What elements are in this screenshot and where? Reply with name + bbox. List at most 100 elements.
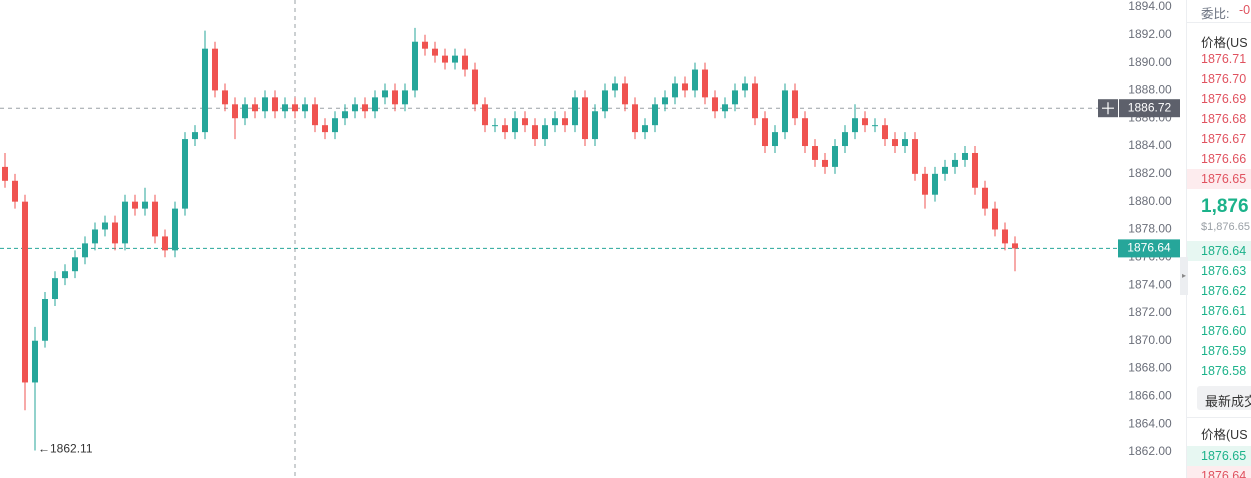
ratio-value: -0 <box>1239 3 1251 17</box>
candle-body <box>612 83 618 91</box>
price-row: 1876.67 <box>1201 132 1247 146</box>
candle-body <box>982 187 988 209</box>
price-row: 1876.59 <box>1201 344 1247 358</box>
mid-usd: $1,876.65 <box>1201 221 1250 233</box>
candle-body <box>492 125 498 127</box>
candle-body <box>852 118 858 133</box>
price-row: 1876.61 <box>1201 304 1247 318</box>
candle-body <box>782 90 788 133</box>
y-tick-label: 1894.00 <box>1128 0 1172 13</box>
candle-body <box>922 173 928 195</box>
price-row: 1876.69 <box>1201 92 1247 106</box>
candle-body <box>1012 243 1018 249</box>
candle-body <box>892 139 898 147</box>
price-row: 1876.63 <box>1201 264 1247 278</box>
y-tick-label: 1862.00 <box>1128 444 1172 458</box>
candle-body <box>332 118 338 133</box>
candle-body <box>482 104 488 126</box>
y-tick-label: 1890.00 <box>1128 55 1172 69</box>
candle-body <box>232 104 238 119</box>
candle-body <box>242 104 248 119</box>
candle-body <box>502 125 508 133</box>
candle-body <box>42 299 48 341</box>
divider <box>1187 417 1251 418</box>
chart: 1862.00 1864.00 1866.00 1868.00 1870.00 1872.… <box>0 0 1180 478</box>
candle-body <box>452 55 458 63</box>
low-label: 1862.11 <box>50 442 93 456</box>
candle-body <box>842 132 848 147</box>
y-tick-label: 1892.00 <box>1128 27 1172 41</box>
candle-body <box>752 83 758 119</box>
candle-body <box>552 118 558 126</box>
crosshair-label: 1886.72 <box>1128 100 1172 114</box>
candle-body <box>802 118 808 147</box>
candle-body <box>702 69 708 98</box>
candle-body <box>722 104 728 112</box>
candle-body <box>342 111 348 119</box>
candle-body <box>642 125 648 133</box>
candle-body <box>1002 229 1008 244</box>
candle-body <box>472 69 478 105</box>
candle-body <box>912 139 918 174</box>
y-tick-label: 1880.00 <box>1128 194 1172 208</box>
candle-body <box>322 125 328 133</box>
candle-body <box>152 201 158 237</box>
trades-header: 价格(US <box>1201 428 1248 442</box>
candle-body <box>602 90 608 112</box>
low-arrow: ← <box>38 442 50 456</box>
price-row: 1876.68 <box>1201 112 1247 126</box>
candle-body <box>132 201 138 209</box>
candle-body <box>52 278 58 300</box>
crosshair-label-box <box>1119 99 1180 118</box>
y-tick-label: 1866.00 <box>1128 389 1172 403</box>
y-tick-label: 1870.00 <box>1128 333 1172 347</box>
candle-body <box>82 243 88 258</box>
candle-body <box>532 125 538 140</box>
candle-body <box>732 90 738 105</box>
mid-price: 1,876 <box>1201 196 1249 217</box>
candle-body <box>272 97 278 112</box>
candle-body <box>622 83 628 105</box>
candle-body <box>992 208 998 230</box>
y-tick-label: 1872.00 <box>1128 305 1172 319</box>
candle-body <box>92 229 98 244</box>
candle-body <box>172 208 178 251</box>
divider <box>1187 22 1251 23</box>
y-tick-label: 1878.00 <box>1128 222 1172 236</box>
price-row: 1876.64 <box>1187 241 1251 261</box>
candle-body <box>362 104 368 112</box>
candle-body <box>252 104 258 112</box>
price-row: 1876.64 <box>1187 466 1251 478</box>
candle-body <box>382 90 388 98</box>
candle-body <box>222 90 228 105</box>
candle-body <box>652 104 658 126</box>
candle-body <box>112 222 118 244</box>
trades-tab[interactable]: 最新成交 <box>1197 386 1251 410</box>
last-price-box <box>1118 239 1180 258</box>
y-tick-label: 1864.00 <box>1128 416 1172 430</box>
y-tick-label: 1874.00 <box>1128 277 1172 291</box>
order-book: 委比: -0 价格(US 1876.71 1876.70 1876.69 1876.6… <box>1186 0 1251 478</box>
candle-body <box>832 146 838 167</box>
candle-body <box>422 41 428 49</box>
candle-body <box>902 139 908 147</box>
candle-body <box>432 48 438 56</box>
candle-body <box>792 90 798 119</box>
candle-body <box>392 90 398 105</box>
last-price-label: 1876.64 <box>1127 241 1171 255</box>
candle-body <box>212 48 218 91</box>
candle-body <box>12 180 18 202</box>
candle-body <box>282 104 288 112</box>
candle-body <box>22 201 28 383</box>
candle-body <box>512 118 518 133</box>
y-tick-label: 1888.00 <box>1128 83 1172 97</box>
candle-body <box>882 125 888 140</box>
candle-body <box>762 118 768 147</box>
candle-body <box>302 104 308 112</box>
candle-body <box>692 69 698 91</box>
candle-body <box>682 83 688 91</box>
panel-toggle[interactable]: ▸ <box>1180 257 1188 295</box>
candle-body <box>742 83 748 91</box>
price-row: 1876.58 <box>1201 364 1247 378</box>
